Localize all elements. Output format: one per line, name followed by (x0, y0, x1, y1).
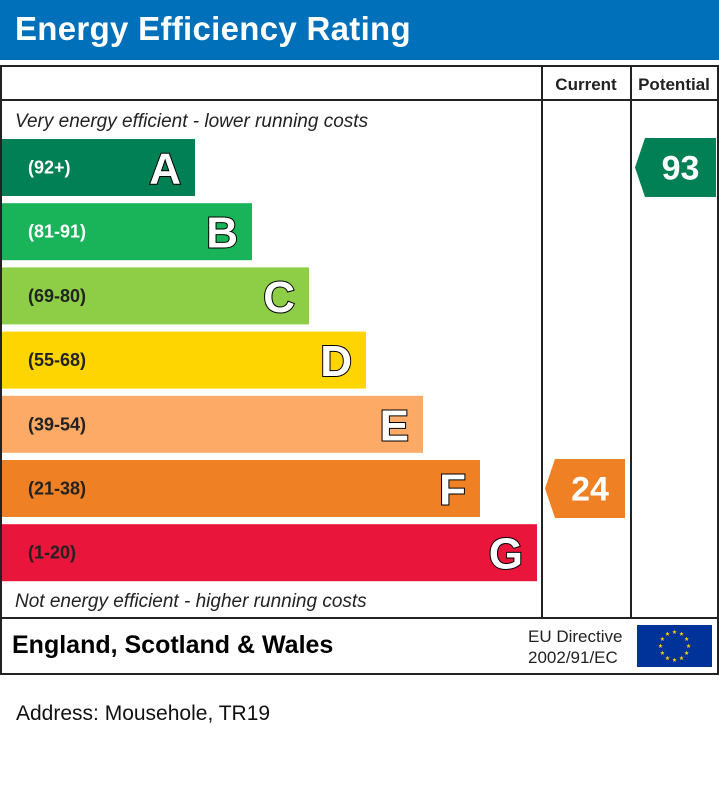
band-range-f: (21-38) (28, 479, 86, 499)
band-range-a: (92+) (28, 158, 71, 178)
band-g: (1-20) G (2, 524, 537, 582)
flag-star (660, 636, 665, 641)
flag-star (686, 643, 691, 648)
flag-star (672, 657, 677, 662)
potential-rating-arrow (635, 138, 716, 197)
current-column-header: Current (555, 75, 617, 94)
band-letter-e: E (380, 401, 409, 450)
directive-line2: 2002/91/EC (528, 648, 618, 667)
band-bar-f (2, 460, 480, 517)
band-range-e: (39-54) (28, 414, 86, 434)
eu-flag-icon (637, 625, 712, 667)
band-bar-g (2, 524, 537, 582)
flag-star (679, 631, 684, 636)
band-d: (55-68) D (2, 331, 366, 389)
band-e: (39-54) E (2, 395, 423, 453)
band-c: (69-80) C (2, 267, 309, 325)
band-b: (81-91) B (2, 203, 252, 261)
flag-star (658, 643, 663, 648)
band-a: (92+) A (2, 139, 195, 196)
page-title: Energy Efficiency Rating (15, 10, 411, 47)
flag-star (665, 655, 670, 661)
current-rating-value: 24 (571, 471, 609, 509)
band-letter-f: F (439, 466, 466, 515)
flag-star (684, 650, 689, 655)
chart-frame (0, 65, 719, 675)
band-range-d: (55-68) (28, 350, 86, 370)
band-letter-a: A (149, 145, 181, 194)
band-range-g: (1-20) (28, 543, 76, 563)
band-letter-g: G (489, 530, 523, 579)
band-bar-c (2, 267, 309, 325)
band-bar-a (2, 139, 195, 196)
flag-star (660, 650, 665, 655)
bottom-note: Not energy efficient - higher running co… (15, 591, 367, 612)
potential-rating-value: 93 (662, 150, 700, 188)
band-bar-b (2, 203, 252, 261)
band-letter-b: B (206, 209, 238, 258)
potential-column-header: Potential (638, 75, 710, 94)
current-rating-arrow (545, 459, 625, 518)
band-bar-e (2, 395, 423, 453)
band-range-b: (81-91) (28, 222, 86, 242)
flag-star (679, 655, 684, 661)
address: Address: Mousehole, TR19 (16, 702, 271, 725)
footer-region: England, Scotland & Wales (12, 631, 333, 659)
rating-markers: 24 93 (545, 138, 716, 518)
directive-line1: EU Directive (528, 627, 622, 646)
flag-star (684, 636, 689, 641)
rating-bands: (92+) A (81-91) B (69-80) C (55-68) D (39-54) E (2… (2, 139, 537, 582)
header-bar: Energy Efficiency Rating (0, 0, 719, 60)
flag-star (672, 629, 677, 634)
band-letter-d: D (320, 337, 352, 386)
band-range-c: (69-80) (28, 286, 86, 306)
top-note: Very energy efficient - lower running co… (15, 111, 369, 132)
energy-rating-chart: Current Potential Very energy efficient … (0, 65, 719, 675)
potential-rating: 93 (635, 138, 716, 197)
band-letter-c: C (263, 273, 295, 322)
band-f: (21-38) F (2, 460, 480, 517)
flag-star (665, 631, 670, 636)
current-rating: 24 (545, 459, 625, 518)
band-bar-d (2, 331, 366, 389)
